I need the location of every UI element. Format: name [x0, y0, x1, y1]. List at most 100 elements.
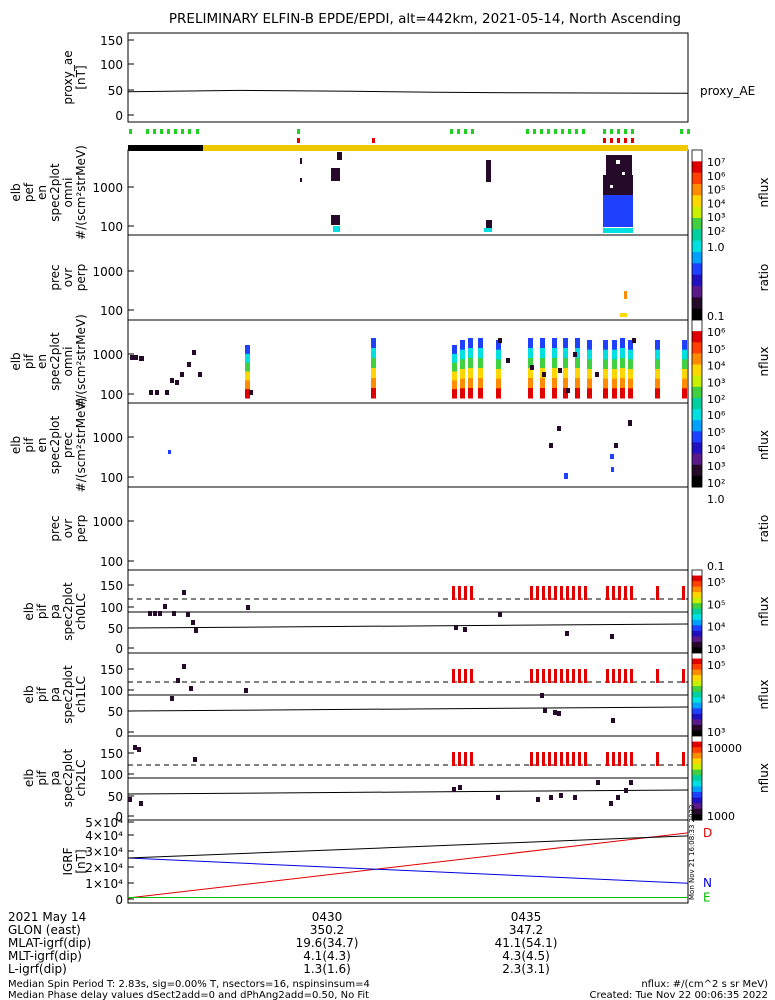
pa-red-cell — [458, 669, 461, 683]
spectro-column-cell — [563, 348, 568, 359]
pa-point — [191, 620, 195, 625]
pa-red-cell — [530, 586, 533, 600]
spectro-cell — [603, 228, 633, 233]
colorbar-tick-label: 10³ — [707, 643, 725, 656]
pa-point — [616, 795, 620, 800]
colorbar-tick-label: 10⁵ — [707, 598, 725, 611]
pa-red-cell — [542, 752, 545, 766]
colorbar-segment — [692, 808, 702, 815]
pa-point — [128, 797, 132, 802]
spectro-column-cell — [682, 359, 687, 370]
spectro-column-cell — [452, 345, 457, 355]
colorbar-tick-label: 10⁶ — [707, 170, 726, 183]
spectro-column-cell — [620, 378, 625, 389]
spectro-column-cell — [452, 371, 457, 381]
y-tick-label: 0 — [115, 642, 123, 656]
colorbar-segment — [692, 792, 702, 799]
y-axis-label: spec2plot — [61, 748, 75, 807]
pa-red-cell — [536, 586, 539, 600]
colorbar-tick-label: 10³ — [707, 460, 725, 473]
spectro-column-cell — [682, 378, 687, 389]
spectro-cell — [331, 168, 340, 181]
flag-mark — [450, 129, 453, 134]
spectro-column-cell — [528, 378, 533, 389]
colorbar-segment — [692, 786, 702, 793]
colorbar-segment — [692, 184, 702, 196]
field-aligned-line — [127, 623, 689, 629]
flag-mark — [297, 129, 300, 134]
spectro-column-cell — [371, 358, 376, 369]
colorbar-segment — [692, 780, 702, 787]
panel-frame — [127, 486, 689, 571]
spectro-column-cell — [603, 349, 608, 360]
y-axis-label: prec — [48, 264, 62, 290]
spectro-point — [198, 372, 202, 377]
spectro-point — [180, 372, 184, 377]
colorbar-segment — [692, 630, 702, 637]
spectro-column-cell — [460, 388, 465, 399]
colorbar-segment — [692, 297, 702, 310]
spectro-column-cell — [603, 340, 608, 351]
y-tick-label: 4×10⁴ — [85, 829, 123, 843]
pa-red-cell — [566, 669, 569, 683]
colorbar-label: nflux — [757, 597, 771, 627]
pa-point — [182, 664, 186, 669]
colorbar-segment — [692, 747, 702, 754]
y-tick-label: 100 — [100, 388, 123, 402]
colorbar-segment — [692, 464, 702, 477]
spectro-column-cell — [552, 388, 557, 399]
colorbar-segment — [692, 752, 702, 759]
pa-point — [536, 797, 540, 802]
colorbar-segment — [692, 274, 702, 287]
spectro-column-cell — [620, 358, 625, 369]
pa-point — [496, 795, 500, 800]
spectro-column-cell — [575, 338, 580, 349]
y-tick-label: 1000 — [92, 348, 123, 362]
spectro-column-cell — [540, 388, 545, 399]
series-line-proxy-ae — [127, 89, 689, 94]
spectro-column-cell — [575, 358, 580, 369]
spectro-column-cell — [603, 359, 608, 370]
spectro-column-cell — [563, 338, 568, 349]
flag-mark — [631, 138, 634, 143]
colorbar-segment — [692, 758, 702, 765]
y-axis-label: omni — [61, 178, 75, 208]
colorbar-segment — [692, 240, 702, 253]
tick-mlt-0430: 4.1(4.3) — [303, 949, 351, 963]
spectro-column-cell — [628, 369, 633, 380]
colorbar-segment — [692, 420, 702, 432]
spectro-point — [249, 390, 253, 395]
flag-mark — [617, 138, 620, 143]
spectro-column-cell — [468, 348, 473, 359]
colorbar-segment — [692, 680, 702, 687]
y-axis-label: ovr — [61, 519, 75, 538]
colorbar-tick-label: 0.1 — [707, 560, 725, 573]
igrf-legend-label: D — [703, 826, 712, 840]
y-tick-label: 2×10⁴ — [85, 861, 123, 875]
colorbar-segment — [692, 286, 702, 298]
colorbar-tick-label: 10³ — [707, 376, 725, 389]
spectro-column-cell — [587, 340, 592, 351]
colorbar-segment — [692, 342, 702, 354]
spectro-cell — [611, 467, 614, 472]
spectro-column-cell — [496, 349, 501, 360]
pa-red-cell — [560, 586, 563, 600]
spectro-column-cell — [628, 340, 633, 351]
colorbar-label: ratio — [757, 264, 771, 292]
pa-red-cell — [606, 669, 609, 683]
x-axis-annotations: 2021 May 14 GLON (east) MLAT-igrf(dip) M… — [8, 910, 557, 976]
spectro-point — [632, 338, 636, 343]
colorbar-segment — [692, 575, 702, 582]
spectro-cell — [614, 443, 618, 448]
spectro-column-cell — [245, 371, 250, 381]
colorbar-segment — [692, 691, 702, 698]
tick-mlt-0435: 4.3(4.5) — [502, 949, 550, 963]
field-aligned-line — [127, 706, 689, 712]
spectro-cell — [300, 178, 302, 182]
spectro-point — [498, 338, 502, 343]
pa-red-cell — [530, 669, 533, 683]
y-tick-label: 3×10⁴ — [85, 845, 123, 859]
spectro-cell — [333, 226, 340, 232]
spectro-column-cell — [371, 378, 376, 389]
pa-point — [193, 757, 197, 762]
